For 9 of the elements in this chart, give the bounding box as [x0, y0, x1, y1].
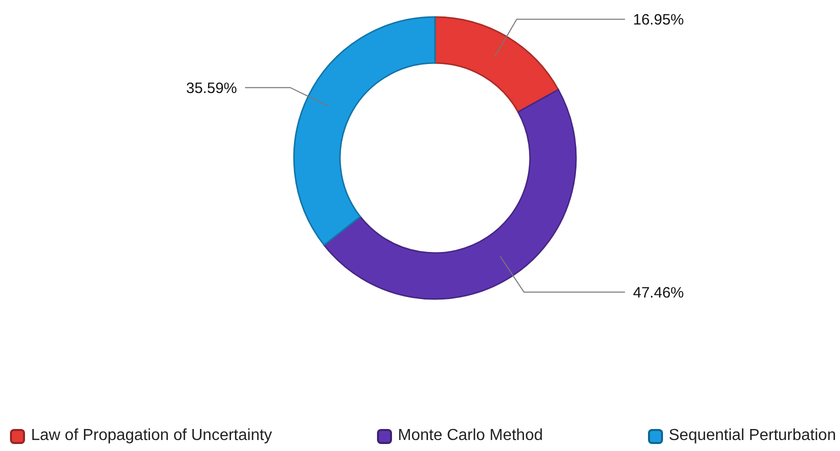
donut-slice — [323, 88, 577, 300]
donut-slice — [434, 16, 560, 113]
legend-label: Sequential Perturbation — [668, 427, 836, 445]
data-label: 35.59% — [186, 80, 237, 97]
data-label: 47.46% — [633, 284, 684, 302]
data-label: 16.95% — [633, 12, 684, 29]
legend-label: Monte Carlo Method — [398, 427, 543, 445]
legend-label: Law of Propagation of Uncertainty — [31, 427, 272, 445]
donut-slice — [293, 16, 436, 246]
